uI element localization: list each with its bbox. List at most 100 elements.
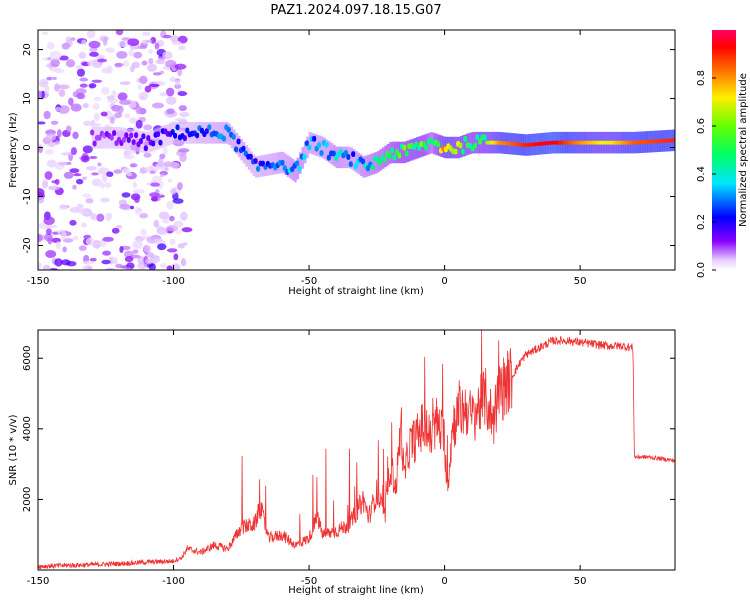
spectrogram-noise-blob — [150, 196, 158, 202]
spectrogram-ridge-cell — [133, 132, 139, 139]
spectrogram-noise-blob — [182, 242, 188, 246]
spectrogram-ridge-halo — [308, 131, 312, 154]
snr-series-line — [38, 330, 675, 570]
spectrogram-noise-blob — [177, 67, 183, 77]
snr-x-tick-label: -50 — [301, 576, 317, 587]
spectrogram-noise-blob — [55, 106, 62, 112]
spectrogram-noise-blob — [66, 161, 72, 165]
spectrogram-ridge-cell — [204, 128, 210, 135]
spectrogram-ridge-halo — [352, 149, 356, 171]
spectrogram-ridge-cell — [253, 157, 258, 164]
spectrogram-ridge-cell — [146, 135, 151, 142]
spectrogram-noise-blob — [89, 155, 98, 159]
spectrogram-ridge-halo — [91, 126, 95, 149]
spectrogram-noise-blob — [148, 256, 161, 263]
spectrogram-ridge-halo — [359, 154, 363, 176]
spectrogram-noise-blob — [161, 218, 170, 224]
spectrogram-x-tick-label: -150 — [27, 276, 50, 287]
spectrogram-noise-blob — [111, 90, 117, 98]
spectrogram-noise-blob — [102, 236, 114, 242]
spectrogram-noise-blob — [48, 185, 60, 191]
spectrogram-noise-blob — [47, 237, 53, 245]
spectrogram-noise-blob — [61, 42, 70, 50]
snr-y-axis-label: SNR (10 * v/v) — [8, 414, 19, 485]
spectrogram-noise-blob — [82, 260, 94, 265]
snr-background — [38, 330, 675, 570]
spectrogram-ridge-halo — [294, 160, 297, 183]
spectrogram-ridge-cell — [111, 129, 117, 136]
spectrogram-noise-blob — [72, 235, 79, 241]
spectrogram-noise-blob — [90, 212, 95, 220]
spectrogram-noise-blob — [80, 155, 90, 163]
spectrogram-noise-blob — [131, 61, 140, 69]
spectrogram-noise-blob — [50, 120, 59, 125]
spectrogram-noise-blob — [75, 65, 83, 70]
spectrogram-noise-blob — [152, 72, 162, 76]
spectrogram-noise-blob — [100, 111, 108, 117]
spectrogram-noise-blob — [137, 84, 142, 91]
spectrogram-noise-blob — [132, 189, 145, 194]
spectrogram-ridge-cell — [397, 152, 402, 159]
spectrogram-noise-blob — [127, 38, 140, 47]
spectrogram-noise-blob — [148, 58, 154, 65]
spectrogram-ridge-cell — [304, 140, 310, 147]
spectrogram-ridge-halo — [398, 141, 402, 164]
spectrogram-noise-blob — [178, 105, 187, 112]
spectrogram-ridge-cell — [185, 127, 190, 134]
spectrogram-noise-blob — [105, 212, 113, 220]
spectrogram-noise-blob — [168, 215, 175, 222]
snr-y-tick-label: 2000 — [22, 487, 33, 512]
spectrogram-noise-blob — [83, 265, 93, 270]
spectrogram-noise-blob — [70, 147, 77, 156]
spectrogram-ridge-halo — [113, 126, 117, 149]
spectrogram-ridge-cell — [343, 149, 349, 156]
spectrogram-noise-blob — [109, 116, 115, 124]
spectrogram-noise-blob — [89, 47, 98, 53]
spectrogram-ridge-cell — [297, 165, 302, 172]
spectrogram-noise-blob — [146, 63, 157, 72]
spectrogram-noise-blob — [149, 192, 160, 198]
spectrogram-noise-blob — [102, 36, 108, 46]
colorbar: 0.0 0.2 0.4 0.6 0.8 Normalized spectral ampl… — [696, 30, 749, 278]
spectrogram-ridge-cell — [226, 126, 232, 133]
spectrogram-noise-blob — [164, 167, 169, 171]
spectrogram-noise-blob — [166, 265, 173, 270]
spectrogram-noise-blob — [43, 216, 55, 226]
spectrogram-noise-blob — [129, 163, 138, 168]
spectrogram-noise-blob — [151, 102, 164, 109]
spectrogram-noise-blob — [85, 237, 95, 246]
spectrogram-noise-blob — [143, 152, 152, 158]
spectrogram-noise-blob — [97, 162, 102, 167]
spectrogram-ridge-cell — [473, 142, 478, 149]
spectrogram-noise-blob — [148, 49, 153, 55]
spectrogram-ridge-cell — [207, 124, 212, 131]
spectrogram-noise-blob — [60, 152, 72, 156]
colorbar-tick-label: 0.8 — [696, 70, 707, 86]
spectrogram-noise-blob — [141, 60, 148, 66]
spectrogram-noise-blob — [54, 83, 60, 92]
spectrogram-noise-blob — [128, 117, 138, 124]
spectrogram-noise-blob — [82, 193, 92, 198]
spectrogram-noise-blob — [132, 249, 139, 254]
spectrogram-noise-blob — [101, 68, 111, 74]
spectrogram-noise-blob — [149, 170, 156, 175]
spectrogram-noise-blob — [117, 92, 128, 101]
spectrogram-noise-blob — [91, 79, 103, 83]
spectrogram-ridge-halo — [152, 129, 156, 151]
spectrogram-ridge-cell — [221, 135, 227, 142]
spectrogram-noise-blob — [115, 30, 124, 36]
spectrogram-marks — [38, 30, 675, 270]
spectrogram-noise-blob — [153, 220, 160, 228]
spectrogram-ridge-cell — [353, 163, 358, 170]
spectrogram-noise-blob — [163, 161, 173, 168]
spectrogram-noise-blob — [132, 240, 143, 250]
spectrogram-noise-blob — [174, 230, 182, 234]
spectrogram-noise-blob — [97, 167, 110, 175]
spectrogram-ridge-halo — [303, 141, 307, 164]
snr-y-ticks: 2000 4000 6000 — [22, 346, 675, 512]
spectrogram-noise-blob — [146, 236, 158, 244]
spectrogram-noise-blob — [79, 77, 89, 82]
snr-y-tick-label: 6000 — [22, 346, 33, 371]
spectrogram-ridge-halo — [481, 131, 485, 154]
spectrogram-noise-blob — [153, 238, 164, 243]
